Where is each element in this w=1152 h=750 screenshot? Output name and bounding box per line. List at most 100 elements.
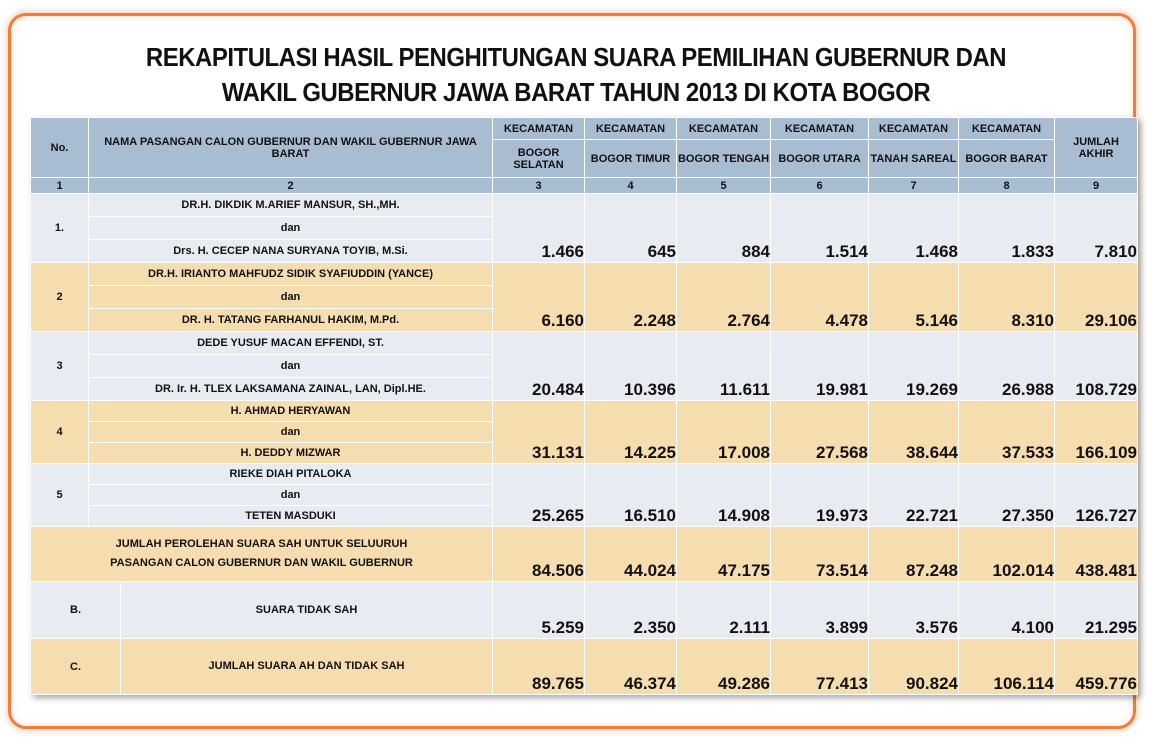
candidate-dan: dan [88, 421, 493, 443]
total-cell: 29.106 [1054, 262, 1138, 332]
value-cell: 49.286 [676, 638, 771, 695]
header-district-1: BOGOR SELATAN [492, 139, 585, 178]
value-cell: 27.568 [770, 400, 869, 464]
value-cell: 46.374 [584, 638, 677, 695]
candidate-gubernur: DR.H. IRIANTO MAHFUDZ SIDIK SYAFIUDDIN (… [88, 262, 493, 286]
value-cell: 11.611 [676, 331, 771, 401]
candidate-no: 1. [30, 193, 89, 263]
value-cell: 47.175 [676, 526, 771, 582]
value-cell: 10.396 [584, 331, 677, 401]
candidate-gubernur: DR.H. DIKDIK M.ARIEF MANSUR, SH.,MH. [88, 193, 493, 217]
value-cell: 2.764 [676, 262, 771, 332]
value-cell: 89.765 [492, 638, 585, 695]
value-cell: 14.225 [584, 400, 677, 464]
value-cell: 14.908 [676, 463, 771, 527]
value-cell: 22.721 [868, 463, 959, 527]
value-cell: 5.259 [492, 581, 585, 639]
value-cell: 1.468 [868, 193, 959, 263]
title-line-2: WAKIL GUBERNUR JAWA BARAT TAHUN 2013 DI … [221, 77, 931, 107]
value-cell: 25.265 [492, 463, 585, 527]
candidate-gubernur: RIEKE DIAH PITALOKA [88, 463, 493, 485]
value-cell: 2.111 [676, 581, 771, 639]
value-cell: 1.514 [770, 193, 869, 263]
header-kecamatan-4: KECAMATAN [770, 117, 869, 140]
candidate-row: 2 DR.H. IRIANTO MAHFUDZ SIDIK SYAFIUDDIN… [30, 262, 1138, 332]
candidate-wakil: TETEN MASDUKI [88, 505, 493, 527]
total-cell: 438.481 [1054, 526, 1138, 582]
invalid-votes-row: B. SUARA TIDAK SAH 5.259 2.350 2.111 3.8… [30, 581, 1138, 639]
header-row-1: No. NAMA PASANGAN CALON GUBERNUR DAN WAK… [30, 117, 1138, 178]
grand-total-label: JUMLAH SUARA AH DAN TIDAK SAH [120, 638, 493, 695]
header-row-2: BOGOR SELATAN BOGOR TIMUR BOGOR TENGAH B… [31, 139, 1138, 178]
value-cell: 4.100 [958, 581, 1055, 639]
value-cell: 19.973 [770, 463, 869, 527]
valid-votes-label-line-1: JUMLAH PEROLEHAN SUARA SAH UNTUK SELUURU… [115, 538, 408, 550]
candidate-dan: dan [88, 354, 493, 378]
header-kecamatan-6: KECAMATAN [958, 117, 1055, 140]
colnum-4: 4 [584, 177, 677, 194]
header-nama: NAMA PASANGAN CALON GUBERNUR DAN WAKIL G… [88, 117, 493, 178]
candidate-wakil: DR. H. TATANG FARHANUL HAKIM, M.Pd. [88, 308, 493, 332]
value-cell: 645 [584, 193, 677, 263]
value-cell: 884 [676, 193, 771, 263]
value-cell: 8.310 [958, 262, 1055, 332]
value-cell: 6.160 [492, 262, 585, 332]
grand-total-no: C. [30, 638, 121, 695]
valid-votes-label-line-2: PASANGAN CALON GUBERNUR DAN WAKIL GUBERN… [110, 557, 413, 569]
header-kecamatan-3: KECAMATAN [676, 117, 771, 140]
candidate-no: 4 [30, 400, 89, 464]
total-cell: 7.810 [1054, 193, 1138, 263]
candidate-dan: dan [88, 216, 493, 240]
value-cell: 2.350 [584, 581, 677, 639]
value-cell: 3.899 [770, 581, 869, 639]
value-cell: 19.269 [868, 331, 959, 401]
value-cell: 26.988 [958, 331, 1055, 401]
header-kecamatan-2: KECAMATAN [584, 117, 677, 140]
candidate-gubernur: DEDE YUSUF MACAN EFFENDI, ST. [88, 331, 493, 355]
value-cell: 106.114 [958, 638, 1055, 695]
total-cell: 108.729 [1054, 331, 1138, 401]
value-cell: 77.413 [770, 638, 869, 695]
header-jumlah: JUMLAH AKHIR [1054, 117, 1138, 178]
value-cell: 27.350 [958, 463, 1055, 527]
title-line-1: REKAPITULASI HASIL PENGHITUNGAN SUARA PE… [145, 42, 1007, 72]
value-cell: 73.514 [770, 526, 869, 582]
valid-votes-row: JUMLAH PEROLEHAN SUARA SAH UNTUK SELUURU… [30, 526, 1138, 582]
colnum-9: 9 [1054, 177, 1138, 194]
candidate-row: 4 H. AHMAD HERYAWAN 31.131 14.225 17.008… [30, 400, 1138, 464]
value-cell: 84.506 [492, 526, 585, 582]
header-no: No. [30, 117, 89, 178]
candidate-dan: dan [88, 484, 493, 506]
colnum-8: 8 [958, 177, 1055, 194]
candidate-no: 2 [30, 262, 89, 332]
value-cell: 4.478 [770, 262, 869, 332]
candidate-no: 5 [30, 463, 89, 527]
value-cell: 3.576 [868, 581, 959, 639]
value-cell: 90.824 [868, 638, 959, 695]
candidate-row: 5 RIEKE DIAH PITALOKA 25.265 16.510 14.9… [30, 463, 1138, 527]
colnum-7: 7 [868, 177, 959, 194]
header-district-4: BOGOR UTARA [770, 139, 869, 178]
grand-total-row: C. JUMLAH SUARA AH DAN TIDAK SAH 89.765 … [30, 638, 1138, 695]
total-cell: 166.109 [1054, 400, 1138, 464]
value-cell: 87.248 [868, 526, 959, 582]
value-cell: 37.533 [958, 400, 1055, 464]
value-cell: 2.248 [584, 262, 677, 332]
total-cell: 126.727 [1054, 463, 1138, 527]
value-cell: 31.131 [492, 400, 585, 464]
candidate-no: 3 [30, 331, 89, 401]
header-district-6: BOGOR BARAT [958, 139, 1055, 178]
total-cell: 459.776 [1054, 638, 1138, 695]
invalid-votes-no: B. [30, 581, 121, 639]
value-cell: 19.981 [770, 331, 869, 401]
value-cell: 38.644 [868, 400, 959, 464]
colnum-5: 5 [676, 177, 771, 194]
candidate-row: 1. DR.H. DIKDIK M.ARIEF MANSUR, SH.,MH. … [30, 193, 1138, 263]
colnum-3: 3 [492, 177, 585, 194]
candidate-row: 3 DEDE YUSUF MACAN EFFENDI, ST. 20.484 1… [30, 331, 1138, 401]
value-cell: 102.014 [958, 526, 1055, 582]
colnum-2: 2 [88, 177, 493, 194]
column-number-row: 1 2 3 4 5 6 7 8 9 [30, 177, 1138, 194]
header-kecamatan-5: KECAMATAN [868, 117, 959, 140]
candidate-dan: dan [88, 285, 493, 309]
